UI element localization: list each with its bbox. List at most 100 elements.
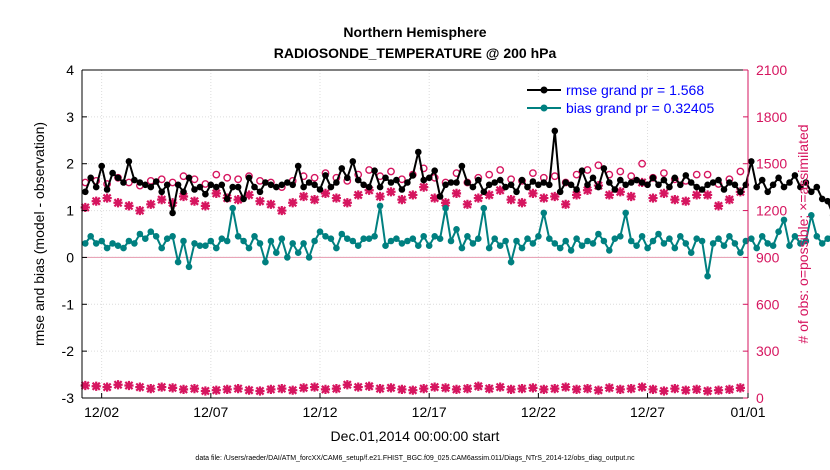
rmse-point xyxy=(589,174,597,182)
obs-low-point xyxy=(473,381,483,391)
bias-point xyxy=(682,240,690,247)
obs-low-point xyxy=(353,382,363,392)
rmse-point xyxy=(273,183,280,191)
bias-point xyxy=(606,247,613,254)
bias-point xyxy=(191,240,198,247)
rmse-point xyxy=(578,167,586,174)
rmse-point xyxy=(147,183,155,191)
rmse-point xyxy=(371,167,378,174)
bias-point xyxy=(207,237,215,245)
rmse-point xyxy=(365,183,373,191)
rmse-point xyxy=(551,127,559,135)
obs-low-point xyxy=(288,385,298,395)
bias-point xyxy=(589,240,597,247)
obs-low-point xyxy=(364,381,374,391)
legend: rmse grand pr = 1.568 bias grand pr = 0.… xyxy=(520,80,743,120)
obs-assimilated-point xyxy=(692,190,702,200)
bias-point xyxy=(535,233,542,240)
obs-assimilated-point xyxy=(670,195,680,205)
obs-low-point xyxy=(703,386,713,396)
bias-point xyxy=(617,233,624,240)
bias-point xyxy=(638,233,646,240)
y-tick-label-left: 2 xyxy=(66,156,74,172)
bias-point xyxy=(502,237,509,245)
obs-low-point xyxy=(692,384,702,395)
obs-possible-point xyxy=(616,167,625,176)
rmse-point xyxy=(797,183,804,191)
obs-low-point xyxy=(331,384,341,394)
obs-low-point xyxy=(571,384,582,395)
obs-assimilated-point xyxy=(440,198,451,208)
y-tick-label-right: 1500 xyxy=(756,156,787,172)
obs-assimilated-point xyxy=(397,195,407,205)
bias-point xyxy=(169,233,176,240)
obs-assimilated-point xyxy=(266,199,276,209)
rmse-point xyxy=(698,186,706,193)
bias-point xyxy=(387,237,395,245)
x-tick-label: 01/01 xyxy=(730,404,765,420)
obs-low-point xyxy=(670,384,680,394)
bias-point xyxy=(393,235,400,242)
rmse-point xyxy=(611,186,619,193)
bias-point xyxy=(185,263,193,271)
obs-low-point xyxy=(648,384,658,395)
bias-point xyxy=(360,235,368,242)
rmse-point xyxy=(769,181,777,189)
rmse-point xyxy=(360,181,368,189)
rmse-point xyxy=(758,176,766,184)
bias-point xyxy=(196,242,204,249)
obs-assimilated-point xyxy=(91,196,101,206)
rmse-point xyxy=(491,179,499,186)
obs-assimilated-point xyxy=(539,193,549,203)
bias-point xyxy=(808,212,815,219)
obs-assimilated-point xyxy=(484,190,494,200)
obs-assimilated-point xyxy=(320,188,331,198)
bias-point xyxy=(649,237,657,245)
bias-point xyxy=(813,233,821,240)
obs-assimilated-point xyxy=(462,199,473,209)
rmse-point xyxy=(174,181,182,189)
obs-low-point xyxy=(462,384,473,394)
obs-assimilated-point xyxy=(408,190,418,200)
bias-point xyxy=(202,242,209,249)
obs-assimilated-point xyxy=(615,187,625,197)
rmse-point xyxy=(802,179,810,186)
bias-point xyxy=(131,240,138,247)
bias-point xyxy=(797,240,804,247)
rmse-point xyxy=(240,195,247,203)
rmse-point xyxy=(256,188,264,196)
bias-point xyxy=(147,228,155,235)
obs-assimilated-point xyxy=(375,191,385,202)
bias-point xyxy=(82,240,89,247)
bias-point xyxy=(660,240,668,247)
bias-point xyxy=(415,242,422,249)
obs-possible-point xyxy=(310,173,319,182)
obs-low-point xyxy=(550,384,560,394)
obs-possible-point xyxy=(594,161,603,170)
obs-low-point xyxy=(299,383,309,393)
rmse-point xyxy=(824,197,830,205)
rmse-point xyxy=(813,183,821,191)
bias-point xyxy=(698,237,706,245)
obs-assimilated-point xyxy=(419,182,429,192)
rmse-point xyxy=(251,183,258,191)
bias-point xyxy=(775,228,782,235)
rmse-point xyxy=(376,183,384,191)
rmse-point xyxy=(617,176,624,184)
obs-assimilated-point xyxy=(331,193,341,203)
obs-low-point xyxy=(200,386,210,396)
obs-low-point xyxy=(506,384,516,395)
rmse-point xyxy=(458,162,466,170)
obs-possible-point xyxy=(572,170,581,179)
bias-point xyxy=(622,209,629,217)
rmse-point xyxy=(327,183,335,191)
footnote: data file: /Users/raeder/DAI/ATM_forcXX/… xyxy=(195,455,635,462)
rmse-point xyxy=(387,179,395,186)
bias-point xyxy=(611,235,619,242)
obs-low-point xyxy=(178,384,189,395)
obs-assimilated-point xyxy=(146,199,156,209)
bias-point xyxy=(551,240,559,247)
obs-low-point xyxy=(309,382,320,392)
bias-point xyxy=(469,240,477,247)
bias-point xyxy=(136,230,144,238)
